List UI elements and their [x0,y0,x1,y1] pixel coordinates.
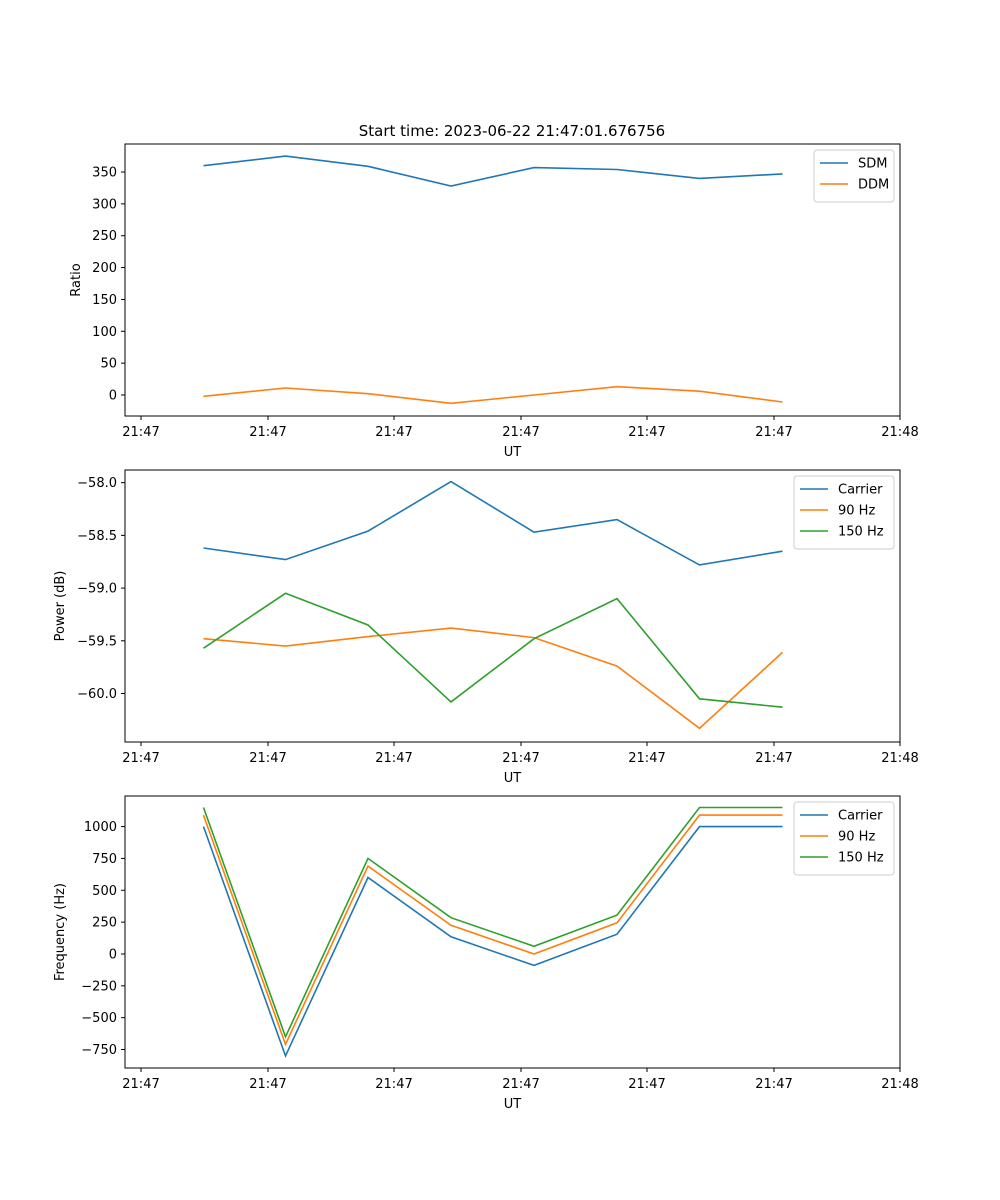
frequency-x-tick-label: 21:47 [122,1077,159,1092]
power-x-tick-label: 21:47 [502,751,539,766]
frequency-series-line-90-hz [202,814,783,1047]
power-legend-label: 90 Hz [838,504,875,519]
power-legend-label: Carrier [838,483,883,498]
ratio-y-axis-label: Ratio [69,263,84,296]
frequency-y-tick-label: −250 [81,979,117,994]
power-x-tick-label: 21:47 [628,751,665,766]
ratio-legend: SDM DDM [813,149,895,203]
power-y-axis-label: Power (dB) [53,571,68,642]
frequency-legend-label: 150 Hz [838,851,884,866]
frequency-y-tick-label: −500 [81,1011,117,1026]
frequency-series-line-carrier [202,825,783,1059]
ratio-x-tick-label: 21:47 [628,425,665,440]
ratio-y-tick-label: 0 [109,388,117,403]
frequency-x-tick-label: 21:47 [375,1077,412,1092]
ratio-panel: 21:47 21:47 21:47 21:47 21:47 21:47 21:48 0 50 10… [69,143,919,460]
power-series-line-150-hz [203,592,783,708]
ratio-y-tick-label: 200 [92,261,117,276]
power-x-tick-label: 21:47 [755,751,792,766]
frequency-y-tick-label: 0 [109,947,117,962]
ratio-x-tick-label: 21:47 [375,425,412,440]
ratio-x-tick-label: 21:47 [502,425,539,440]
figure-title: Start time: 2023-06-22 21:47:01.676756 [359,122,665,140]
power-axes-frame [124,469,901,743]
power-x-tick-label: 21:47 [122,751,159,766]
ratio-x-tick-label: 21:47 [122,425,159,440]
power-panel: 21:47 21:47 21:47 21:47 21:47 21:47 21:48 −60.0… [53,469,919,786]
ratio-y-tick-label: 350 [92,166,117,181]
ratio-x-tick-label: 21:47 [755,425,792,440]
frequency-panel: 21:47 21:47 21:47 21:47 21:47 21:47 21:48 −750 −… [53,795,919,1112]
frequency-y-tick-label: 500 [92,884,117,899]
frequency-series-line-150-hz [202,806,783,1039]
ratio-y-tick-label: 300 [92,197,117,212]
power-x-tick-label: 21:47 [375,751,412,766]
frequency-axes-frame [124,795,901,1069]
frequency-y-tick-label: 250 [92,916,117,931]
ratio-x-tick-label: 21:48 [881,425,918,440]
ratio-x-axis-label: UT [504,445,522,460]
frequency-y-tick-label: −750 [81,1043,117,1058]
ratio-series-line-sdm [203,155,783,187]
frequency-x-tick-label: 21:47 [755,1077,792,1092]
frequency-legend-label: Carrier [838,809,883,824]
frequency-legend: Carrier 90 Hz 150 Hz [793,801,895,876]
frequency-y-tick-label: 1000 [84,820,117,835]
power-series-line-90-hz [203,627,784,730]
ratio-y-tick-label: 150 [92,293,117,308]
ratio-y-tick-label: 250 [92,229,117,244]
frequency-x-tick-label: 21:47 [628,1077,665,1092]
ratio-axes-frame [124,143,901,417]
frequency-y-axis-label: Frequency (Hz) [53,883,68,981]
power-legend: Carrier 90 Hz 150 Hz [793,475,895,550]
power-series-line-carrier [203,480,783,566]
ratio-x-tick-label: 21:47 [249,425,286,440]
frequency-x-tick-label: 21:47 [249,1077,286,1092]
ratio-legend-label: DDM [858,178,889,193]
power-x-tick-label: 21:47 [249,751,286,766]
frequency-y-tick-label: 750 [92,852,117,867]
power-y-tick-label: −58.0 [77,476,117,491]
power-y-tick-label: −58.5 [77,529,117,544]
ratio-legend-label: SDM [858,157,887,172]
ratio-series-line-ddm [203,385,783,405]
frequency-x-axis-label: UT [504,1097,522,1112]
power-legend-label: 150 Hz [838,525,884,540]
frequency-legend-label: 90 Hz [838,830,875,845]
power-x-tick-label: 21:48 [881,751,918,766]
ratio-y-tick-label: 100 [92,325,117,340]
power-y-tick-label: −59.0 [77,582,117,597]
frequency-x-tick-label: 21:47 [502,1077,539,1092]
power-y-tick-label: −60.0 [77,687,117,702]
power-y-tick-label: −59.5 [77,634,117,649]
ratio-y-tick-label: 50 [100,357,117,372]
power-x-axis-label: UT [504,771,522,786]
frequency-x-tick-label: 21:48 [881,1077,918,1092]
